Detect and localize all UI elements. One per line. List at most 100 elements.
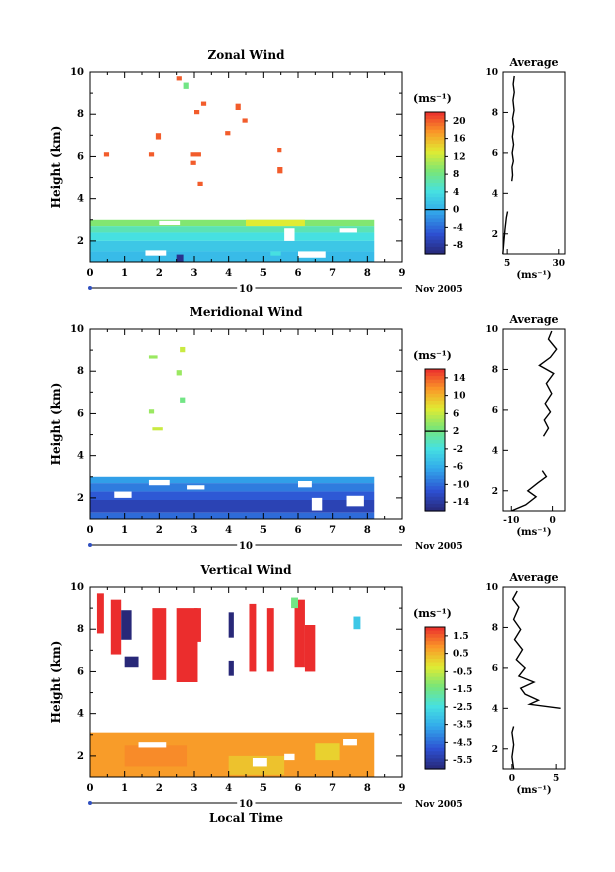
colorbar-segment	[425, 165, 445, 170]
colorbar-segment	[425, 475, 445, 480]
wind-patch	[291, 597, 298, 609]
day-start-marker	[88, 286, 92, 290]
wind-patch	[194, 608, 201, 642]
colorbar-segment	[425, 193, 445, 198]
y-tick-label: 8	[77, 366, 84, 377]
day-label: 10	[239, 799, 253, 810]
colorbar-segment	[425, 418, 445, 423]
colorbar-segment	[425, 143, 445, 149]
y-tick-label: 6	[77, 408, 84, 419]
colorbar-segment	[425, 655, 445, 660]
wind-patch	[176, 370, 182, 376]
colorbar-segment	[425, 496, 445, 501]
y-tick-label: 6	[77, 666, 84, 677]
colorbar-segment	[425, 461, 445, 466]
colorbar-tick-label: -5.5	[453, 756, 472, 766]
colorbar-segment	[425, 236, 445, 241]
colorbar-tick-label: -14	[453, 498, 469, 508]
colorbar-segment	[425, 765, 445, 770]
colorbar-segment	[425, 425, 445, 430]
wind-patch	[294, 599, 305, 668]
colorbar-segment	[425, 112, 445, 117]
wind-zone	[315, 743, 340, 761]
colorbar-segment	[425, 705, 445, 710]
colorbar-frame	[424, 111, 446, 255]
colorbar-segment	[425, 404, 445, 409]
y-tick-label: 2	[77, 751, 84, 762]
x-tick-label: 3	[191, 268, 198, 279]
colorbar-segment	[425, 161, 445, 166]
y-tick-label: 8	[77, 109, 84, 120]
colorbar-tick-label: 0.5	[453, 650, 469, 660]
colorbar-segment	[425, 393, 445, 398]
y-tick-label: 10	[70, 582, 84, 593]
missing-data-gap	[148, 479, 170, 486]
panel-title: Vertical Wind	[199, 563, 292, 577]
missing-data-gap	[298, 481, 312, 488]
x-tick-label: 1	[121, 268, 128, 279]
x-tick-label: 5	[260, 525, 267, 536]
colorbar-segment	[425, 372, 445, 377]
x-tick-label: 7	[329, 783, 336, 794]
colorbar-segment	[425, 468, 445, 473]
colorbar-segment	[425, 183, 445, 188]
wind-patch	[190, 152, 201, 157]
x-tick-label: 0	[87, 525, 94, 536]
profile-x-tick-label: 5	[553, 774, 559, 784]
profile-y-tick-label: 8	[492, 365, 498, 375]
missing-data-gap	[346, 495, 364, 507]
colorbar-tick-label: 10	[453, 392, 466, 402]
x-tick-label: 4	[225, 783, 232, 794]
wind-patch	[270, 251, 281, 256]
wind-patch	[121, 610, 132, 640]
colorbar-segment	[425, 503, 445, 509]
profile-y-tick-label: 4	[492, 189, 498, 199]
colorbar-segment	[425, 400, 445, 406]
x-axis-label: Local Time	[209, 811, 283, 825]
colorbar-segment	[425, 197, 445, 202]
colorbar-unit: (ms⁻¹)	[413, 349, 452, 362]
colorbar-tick-label: 20	[453, 117, 466, 127]
wind-patch	[353, 616, 361, 630]
profile-y-tick-label: 2	[492, 230, 498, 240]
colorbar-segment	[425, 175, 445, 181]
colorbar-segment	[425, 740, 445, 745]
x-tick-label: 2	[156, 783, 163, 794]
x-tick-label: 2	[156, 525, 163, 536]
colorbar-segment	[425, 211, 445, 216]
colorbar-segment	[425, 722, 445, 727]
colorbar-segment	[425, 708, 445, 713]
x-tick-label: 1	[121, 525, 128, 536]
colorbar-segment	[425, 136, 445, 141]
profile-y-tick-label: 2	[492, 745, 498, 755]
wind-patch	[176, 608, 198, 682]
profile-x-tick-label: 30	[553, 259, 566, 269]
wind-patch	[304, 625, 316, 672]
colorbar-segment	[425, 369, 445, 374]
colorbar-segment	[425, 634, 445, 639]
colorbar-unit: (ms⁻¹)	[413, 607, 452, 620]
profile-y-tick-label: 4	[492, 446, 498, 456]
wind-patch	[148, 355, 158, 359]
colorbar-segment	[425, 754, 445, 759]
wind-patch	[277, 148, 282, 153]
colorbar-segment	[425, 680, 445, 685]
colorbar-segment	[425, 408, 445, 413]
colorbar-tick-label: 16	[453, 135, 466, 145]
colorbar-tick-label: 1.5	[453, 632, 469, 642]
wind-patch	[180, 397, 186, 403]
colorbar-segment	[425, 641, 445, 646]
colorbar-segment	[425, 397, 445, 402]
missing-data-gap	[298, 251, 326, 258]
wind-patch	[155, 133, 162, 140]
colorbar-segment	[425, 225, 445, 230]
profile-title: Average	[508, 571, 558, 584]
wind-patch	[225, 131, 231, 136]
colorbar-segment	[425, 457, 445, 462]
colorbar-tick-label: 6	[453, 409, 459, 419]
wind-patch	[235, 103, 241, 110]
colorbar-tick-label: 2	[453, 427, 459, 437]
profile-y-tick-label: 10	[485, 68, 498, 78]
profile-x-label: (ms⁻¹)	[516, 785, 551, 796]
